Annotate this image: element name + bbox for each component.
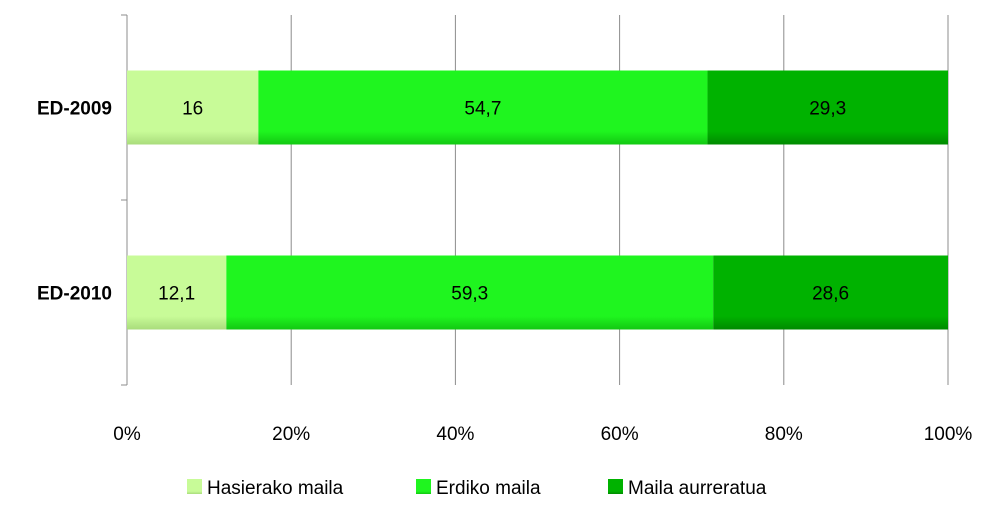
legend-label: Hasierako maila bbox=[207, 478, 344, 499]
legend-label: Erdiko maila bbox=[436, 478, 541, 499]
data-label: 54,7 bbox=[464, 99, 501, 120]
legend: Hasierako maila Erdiko maila Maila aurrera… bbox=[187, 478, 767, 499]
x-tick-label: 100% bbox=[924, 424, 973, 445]
category-labels: ED-2009 ED-2010 bbox=[37, 99, 112, 305]
legend-label: Maila aurreratua bbox=[628, 478, 767, 499]
bars: 16 54,7 29,3 12,1 59,3 28,6 bbox=[127, 70, 948, 330]
bar-segment bbox=[226, 255, 714, 330]
bar-segment bbox=[258, 70, 708, 145]
x-tick-labels: 0% 20% 40% 60% 80% 100% bbox=[113, 424, 972, 445]
data-label: 28,6 bbox=[812, 284, 849, 305]
x-tick-label: 80% bbox=[765, 424, 803, 445]
x-tick-label: 20% bbox=[272, 424, 310, 445]
x-tick-label: 40% bbox=[436, 424, 474, 445]
bar-segment bbox=[127, 255, 227, 330]
x-tick-label: 60% bbox=[601, 424, 639, 445]
category-axis bbox=[121, 14, 128, 386]
legend-swatch bbox=[416, 479, 431, 494]
data-label: 29,3 bbox=[809, 99, 846, 120]
bar-segment bbox=[127, 70, 259, 145]
bar-segment bbox=[713, 255, 948, 330]
category-label: ED-2009 bbox=[37, 99, 112, 120]
bar-segment bbox=[707, 70, 948, 145]
x-tick-label: 0% bbox=[113, 424, 141, 445]
category-label: ED-2010 bbox=[37, 284, 112, 305]
data-label: 12,1 bbox=[158, 284, 195, 305]
legend-swatch bbox=[608, 479, 623, 494]
data-label: 59,3 bbox=[451, 284, 488, 305]
data-label: 16 bbox=[182, 99, 203, 120]
legend-swatch bbox=[187, 479, 202, 494]
